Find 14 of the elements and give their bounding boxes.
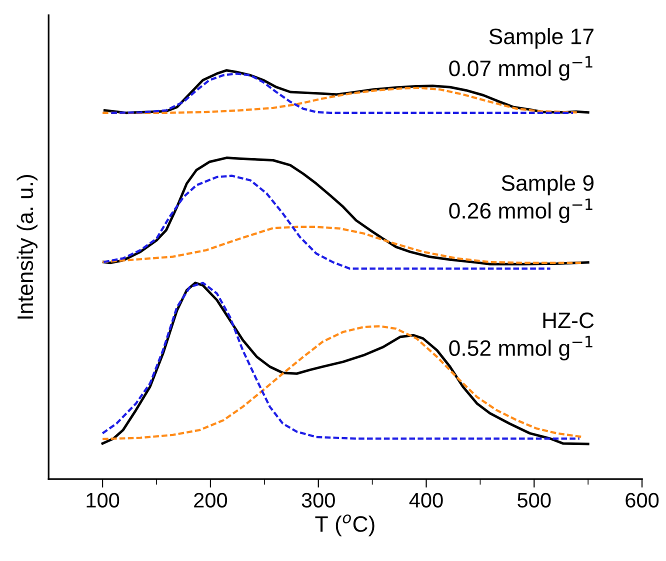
x-tick-label: 600	[626, 492, 659, 508]
annotation: 0.07 mmol g$^{−1}$	[449, 56, 592, 81]
x-tick-label: 300	[302, 492, 335, 508]
x-tick-label: 200	[194, 492, 228, 508]
annotation: 0.52 mmol g$^{−1}$	[449, 336, 592, 360]
x-tick-label: 100	[86, 492, 120, 508]
x-tick-label: 500	[518, 492, 551, 508]
annotation: Sample 9	[502, 174, 594, 196]
y-axis-title: Intensity (a. u.)	[16, 175, 38, 319]
annotation: HZ-C	[543, 312, 594, 328]
x-axis-title: T ($^{o}$C)	[315, 514, 374, 536]
x-tick-label: 400	[409, 492, 443, 508]
annotation: 0.26 mmol g$^{−1}$	[449, 198, 592, 224]
text: Sample 17	[489, 28, 594, 49]
